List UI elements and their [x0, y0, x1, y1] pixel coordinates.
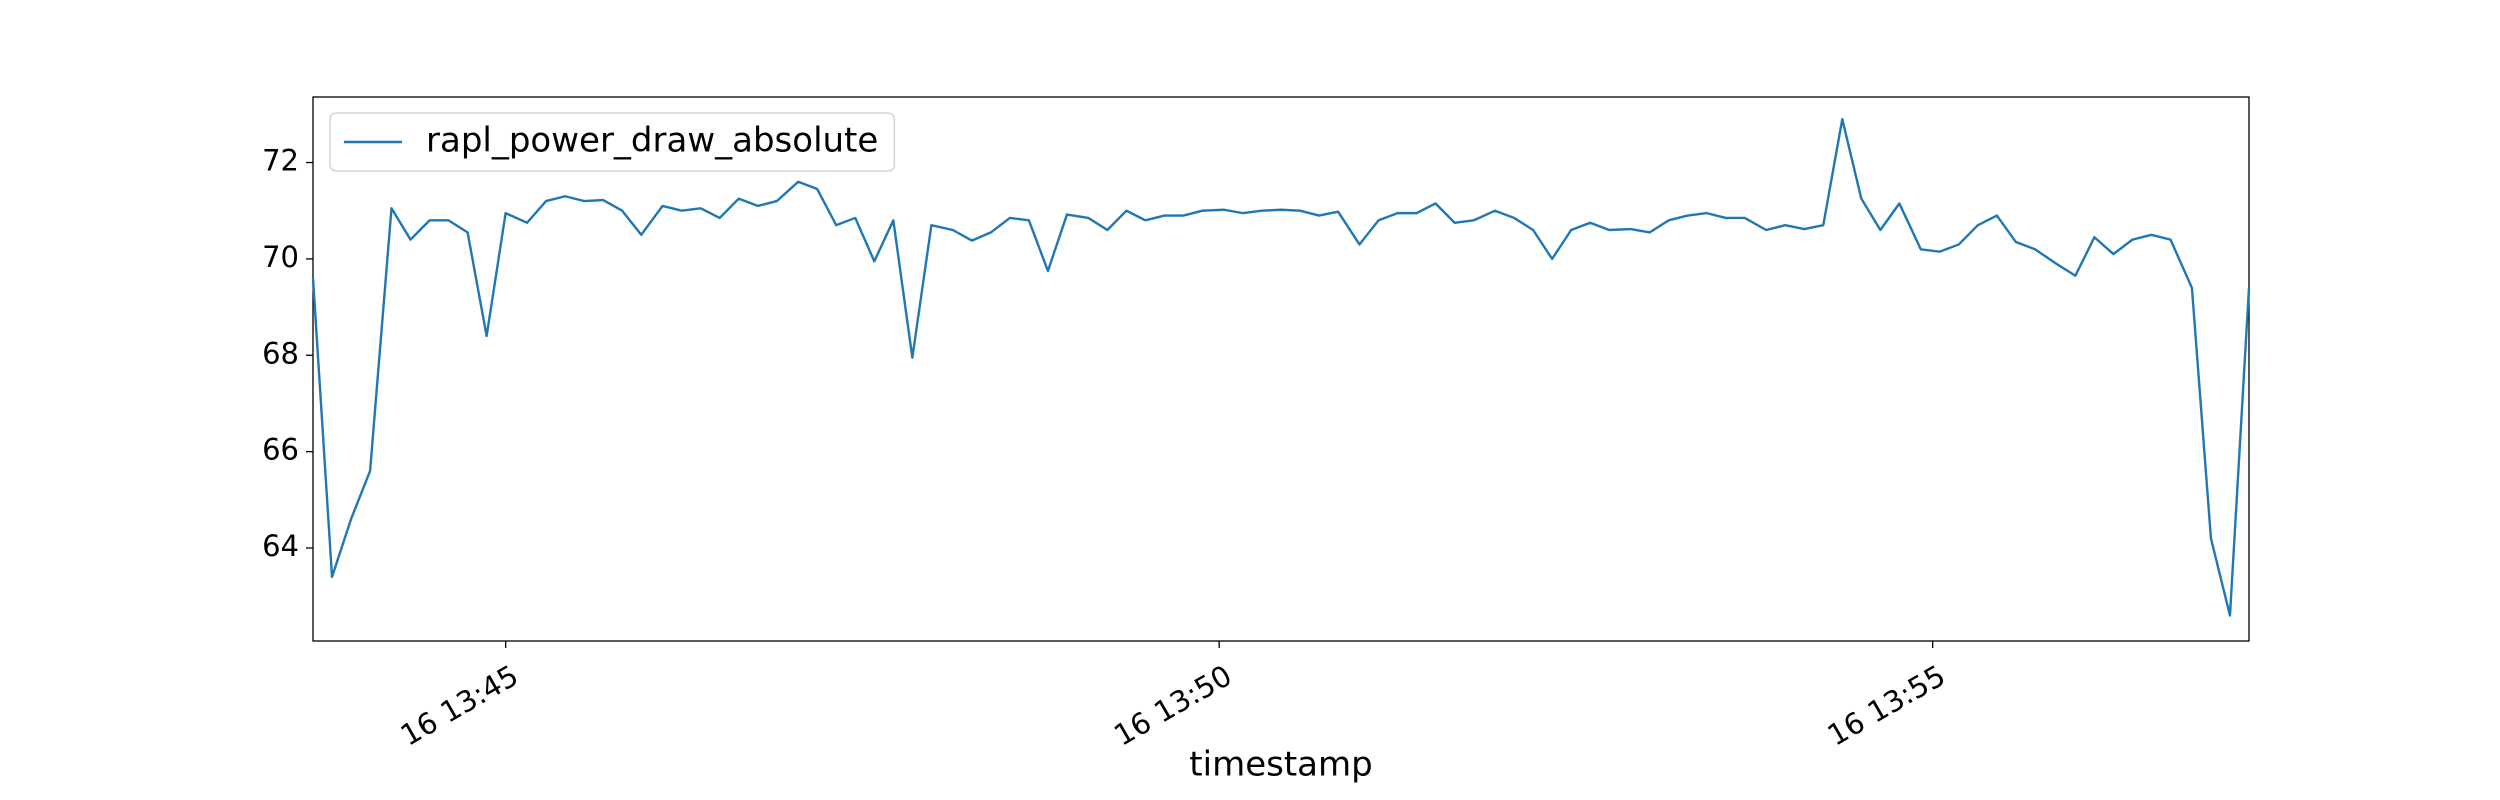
legend-box — [329, 112, 895, 172]
y-tick-label: 70 — [262, 240, 299, 274]
x-tick-label: 16 13:50 — [1108, 658, 1237, 752]
legend-label: rapl_power_draw_absolute — [426, 121, 878, 161]
x-tick-label: 16 13:45 — [395, 658, 524, 752]
y-tick-label: 66 — [262, 433, 299, 467]
plot-frame — [312, 96, 2250, 642]
x-tick-label: 16 13:55 — [1822, 658, 1951, 752]
y-tick-label: 68 — [262, 336, 299, 370]
y-tick-label: 64 — [262, 529, 299, 563]
x-axis-label: timestamp — [1189, 745, 1372, 785]
data-line — [311, 117, 2251, 617]
y-tick-label: 72 — [262, 144, 299, 178]
legend: rapl_power_draw_absolute — [329, 112, 895, 172]
